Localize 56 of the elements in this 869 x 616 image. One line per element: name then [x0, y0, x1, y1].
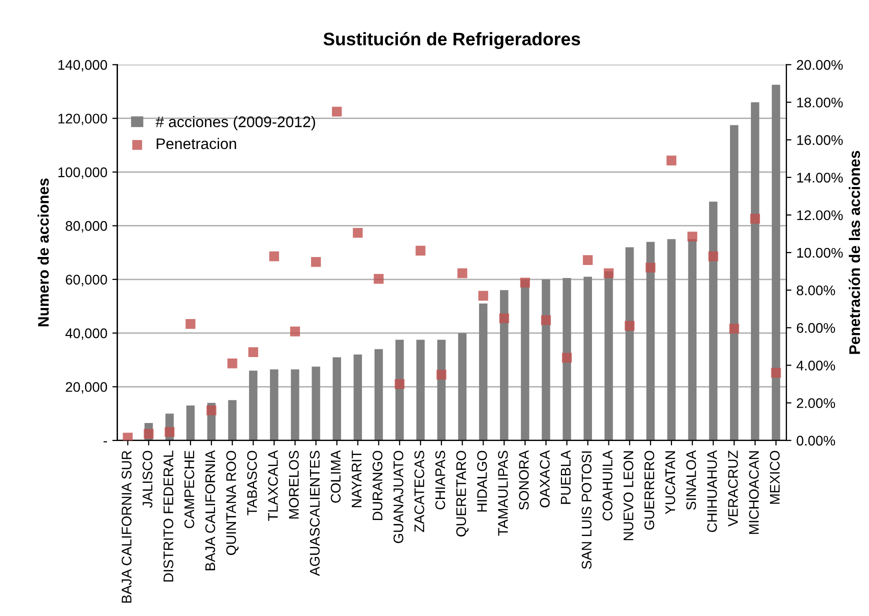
x-tick-label: JALISCO — [142, 450, 152, 508]
x-tick-label: NAYARIT — [352, 450, 362, 508]
y2-axis-title: Penetración de las acciones — [848, 150, 860, 354]
x-tick-label: PUEBLA — [560, 450, 571, 504]
x-tick-label: TAMAULIPAS — [498, 450, 508, 536]
y2-tick-label: 18.00% — [797, 98, 843, 108]
y-tick-label: 140,000 — [58, 60, 108, 72]
x-tick-label: CHIHUAHUA — [707, 450, 717, 532]
x-tick-label: SINALOA — [686, 450, 696, 510]
y2-tick-label: 16.00% — [797, 135, 843, 145]
x-tick-label: SAN LUIS POTOSI — [582, 451, 592, 569]
x-tick-label: VERACRUZ — [728, 450, 738, 526]
x-tick-label: COLIMA — [330, 450, 341, 503]
y2-tick-label: 20.00% — [796, 60, 843, 70]
y-tick-label: 80,000 — [66, 221, 108, 233]
x-tick-label: CHIAPAS — [435, 450, 446, 510]
y2-tick-label: 6.00% — [796, 323, 836, 333]
y2-tick-label: 8.00% — [796, 285, 836, 296]
x-tick-label: COAHUILA — [602, 450, 612, 520]
x-tick-label: QUERETARO — [456, 450, 469, 536]
y2-tick-label: 4.00% — [796, 360, 836, 370]
y-tick-label: 60,000 — [66, 274, 108, 286]
x-tick-label: BAJA CALIFORNIA — [205, 450, 216, 570]
legend-label: Penetracion — [156, 138, 236, 150]
x-tick-label: MORELOS — [288, 450, 299, 518]
y-tick-label: 120,000 — [58, 114, 108, 126]
x-tick-label: CAMPECHE — [184, 450, 194, 528]
x-tick-label: HIDALGO — [477, 450, 487, 512]
x-tick-label: MICHOACAN — [748, 451, 759, 534]
x-tick-label: GUANAJUATO — [393, 450, 404, 544]
x-tick-label: YUCATAN — [665, 451, 676, 514]
y2-tick-label: 2.00% — [796, 398, 836, 408]
y-tick-label: 40,000 — [65, 328, 108, 340]
x-tick-label: ZACATECAS — [414, 450, 424, 532]
legend-label: # acciones (2009-2012) — [156, 116, 316, 130]
y-tick-label: 20,000 — [66, 382, 108, 394]
x-tick-label: DISTRITO FEDERAL — [163, 450, 174, 582]
y2-tick-label: 14.00% — [797, 172, 843, 183]
y-tick-label: 100,000 — [58, 167, 108, 179]
x-tick-label: NUEVO LEON — [624, 451, 634, 540]
x-tick-label: OAXACA — [540, 450, 550, 508]
x-tick-label: TLAXCALA — [268, 450, 278, 521]
x-tick-label: GUERRERO — [644, 450, 654, 530]
chart-title: Sustitución de Refrigeradores — [323, 32, 580, 50]
x-tick-label: DURANGO — [372, 450, 382, 520]
y-tick-label: - — [104, 441, 107, 442]
x-tick-label: QUINTANA ROO — [226, 450, 239, 555]
y2-tick-label: 12.00% — [797, 210, 843, 220]
y-axis-title: Numero de acciones — [38, 178, 49, 326]
x-tick-label: SONORA — [518, 450, 529, 510]
x-tick-label: MEXICO — [770, 450, 780, 504]
x-tick-label: TABASCO — [247, 450, 257, 516]
x-tick-label: AGUASCALIENTES — [310, 450, 320, 576]
y2-tick-label: 0.00% — [796, 436, 836, 446]
x-tick-label: BAJA CALIFORNIA SUR — [122, 450, 132, 603]
y2-tick-label: 10.00% — [797, 248, 843, 258]
